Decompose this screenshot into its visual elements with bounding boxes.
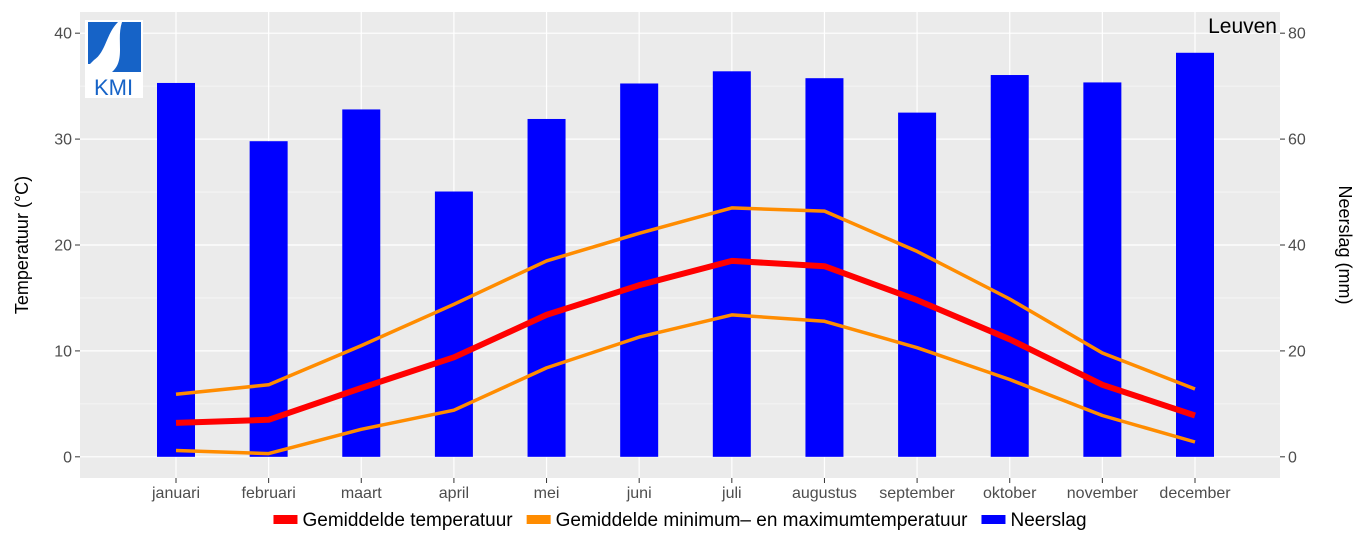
kmi-logo-text: KMI xyxy=(94,75,133,100)
y-right-tick-label: 0 xyxy=(1288,449,1297,466)
legend-item: Gemiddelde temperatuur xyxy=(273,510,513,531)
bar-september xyxy=(898,112,937,457)
x-axis: januari februari maart april mei juni juli augu… xyxy=(151,478,1231,502)
line-avg xyxy=(175,257,1196,426)
y-left-tick-label: 20 xyxy=(54,238,72,255)
bar-februari xyxy=(249,141,288,457)
y-axis-left: 0 10 20 30 40 xyxy=(54,26,80,466)
legend-swatch xyxy=(981,515,1006,524)
bars-neerslag xyxy=(157,52,1214,457)
x-tick-label-maart: maart xyxy=(341,485,382,502)
x-tick-label-november: november xyxy=(1067,485,1139,502)
x-tick-label-september: september xyxy=(879,485,955,502)
legend-item: Neerslag xyxy=(981,510,1087,531)
kmi-logo: KMI xyxy=(85,20,143,100)
y-axis-right-title: Neerslag (mm) xyxy=(1335,185,1354,304)
bar-juni xyxy=(620,83,659,457)
legend-label: Neerslag xyxy=(1010,510,1086,531)
legend-swatch xyxy=(526,515,551,524)
y-right-tick-label: 60 xyxy=(1288,132,1306,149)
bar-januari xyxy=(157,82,195,457)
y-left-tick-label: 40 xyxy=(54,26,72,43)
x-tick-label-juni: juni xyxy=(626,485,652,502)
kmi-logo-shape xyxy=(88,22,118,64)
bar-maart xyxy=(342,109,381,457)
x-tick-label-juli: juli xyxy=(721,485,742,502)
location-label: Leuven xyxy=(1208,15,1277,38)
bar-november xyxy=(1083,82,1122,457)
x-tick-label-december: december xyxy=(1159,485,1231,502)
bar-oktober xyxy=(990,75,1029,457)
y-left-tick-label: 30 xyxy=(54,132,72,149)
bar-april xyxy=(434,191,473,457)
x-tick-label-oktober: oktober xyxy=(983,485,1037,502)
legend-item: Gemiddelde minimum– en maximumtemperatuu… xyxy=(526,510,968,531)
kmi-logo-shape-right xyxy=(112,22,141,72)
line-min xyxy=(175,313,1196,456)
line-max xyxy=(175,206,1196,397)
y-left-tick-label: 10 xyxy=(54,343,72,360)
x-tick-label-februari: februari xyxy=(242,485,296,502)
y-axis-left-title: Temperatuur (°C) xyxy=(12,176,32,314)
y-right-tick-label: 80 xyxy=(1288,26,1306,43)
x-tick-label-april: april xyxy=(439,485,469,502)
legend-label: Gemiddelde temperatuur xyxy=(302,510,513,531)
legend: Gemiddelde temperatuur Gemiddelde minimum… xyxy=(273,510,1087,531)
bar-mei xyxy=(527,118,566,457)
temperature-lines xyxy=(175,206,1196,456)
y-axis-right: 0 20 40 60 80 xyxy=(1280,26,1306,466)
x-tick-label-mei: mei xyxy=(534,485,560,502)
legend-label: Gemiddelde minimum– en maximumtemperatuu… xyxy=(556,510,968,531)
y-right-tick-label: 20 xyxy=(1288,343,1306,360)
y-left-tick-label: 0 xyxy=(63,449,72,466)
x-tick-label-januari: januari xyxy=(151,485,200,502)
legend-swatch xyxy=(273,515,298,524)
x-tick-label-augustus: augustus xyxy=(792,485,857,502)
bar-december xyxy=(1176,52,1214,457)
y-right-tick-label: 40 xyxy=(1288,238,1306,255)
